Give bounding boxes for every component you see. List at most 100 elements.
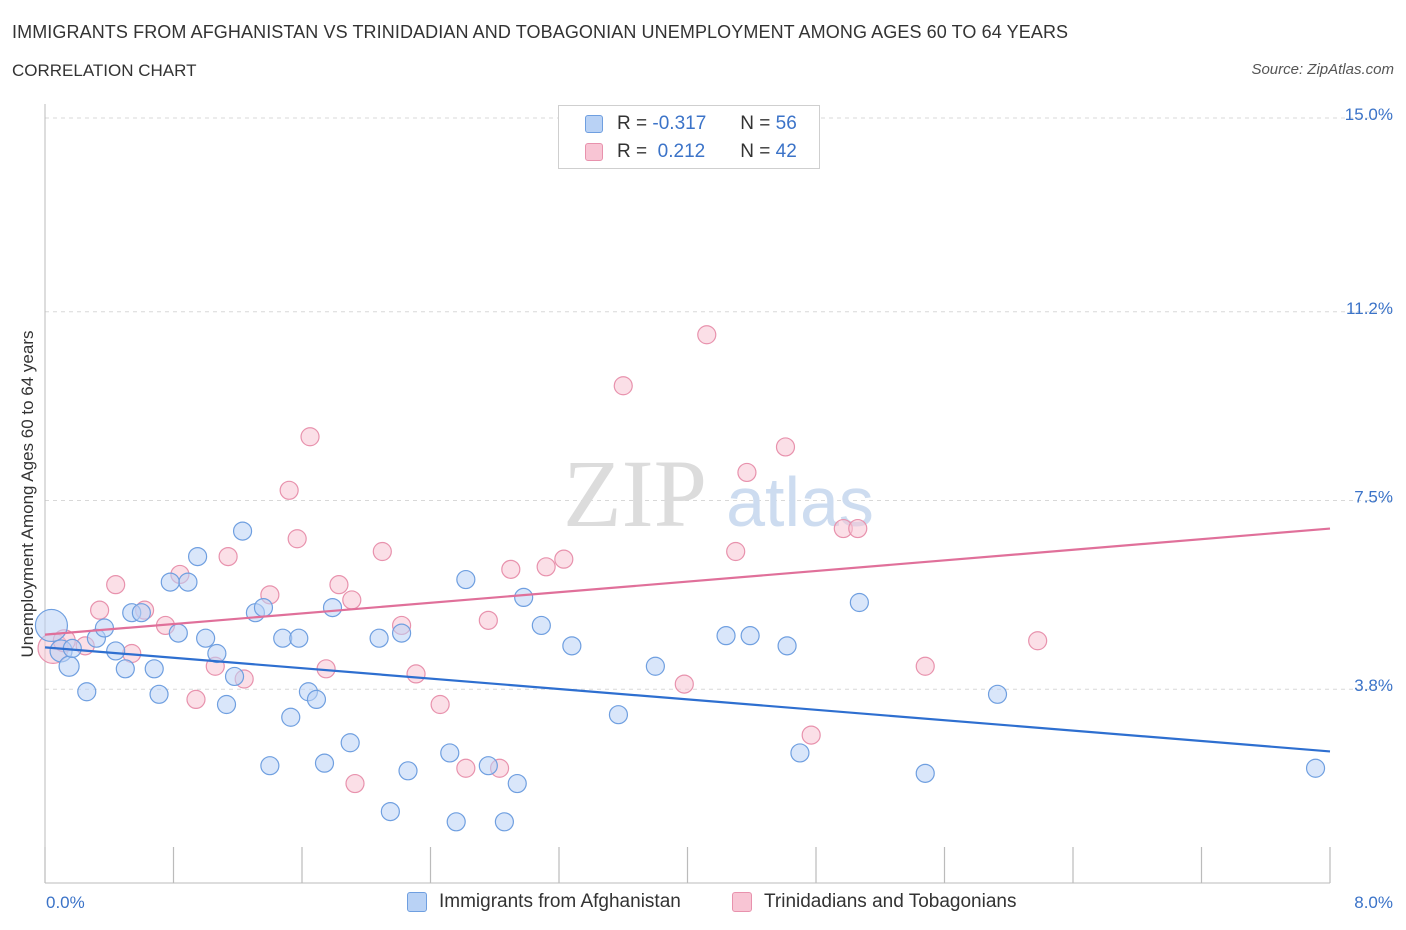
chart-subtitle: CORRELATION CHART (12, 61, 197, 80)
point-afghanistan (446, 812, 466, 832)
point-afghanistan (306, 689, 327, 710)
point-trinidad (342, 590, 362, 610)
point-afghanistan (608, 705, 629, 725)
point-afghanistan (34, 608, 69, 643)
point-trinidad (287, 529, 307, 549)
point-trinidad (613, 376, 633, 396)
point-afghanistan (216, 694, 237, 715)
point-trinidad (848, 518, 868, 539)
point-afghanistan (260, 756, 280, 776)
series-name: Trinidadians and Tobagonians (764, 891, 1017, 912)
trend-line-afghanistan (44, 646, 1331, 753)
point-afghanistan (380, 801, 400, 822)
point-afghanistan (398, 761, 418, 781)
point-trinidad (300, 427, 320, 447)
point-trinidad (801, 725, 821, 745)
point-afghanistan (1305, 758, 1326, 778)
point-afghanistan (160, 572, 180, 592)
y-tick-label: 3.8% (1354, 676, 1393, 695)
point-afghanistan (514, 587, 534, 608)
point-afghanistan (168, 623, 188, 643)
watermark: ZIP atlas (563, 440, 874, 547)
point-trinidad (726, 541, 746, 562)
trend-line-trinidad (44, 527, 1331, 636)
point-trinidad (536, 557, 556, 577)
point-afghanistan (494, 812, 514, 832)
legend-n-label: N = (740, 113, 771, 134)
point-trinidad (406, 664, 426, 684)
source-credit: Source: ZipAtlas.com (1251, 61, 1394, 78)
point-afghanistan (131, 603, 151, 623)
point-trinidad (501, 559, 521, 579)
point-afghanistan (187, 546, 208, 567)
point-afghanistan (77, 682, 97, 702)
legend-swatch-blue (585, 115, 603, 133)
point-afghanistan (716, 626, 736, 646)
point-afghanistan (289, 628, 309, 648)
point-afghanistan (740, 626, 760, 646)
point-trinidad (90, 600, 110, 620)
legend-r-value: 0.212 (652, 141, 706, 162)
point-afghanistan (207, 643, 227, 664)
point-afghanistan (849, 592, 869, 613)
point-trinidad (279, 480, 299, 500)
legend-r-value: -0.317 (652, 113, 707, 134)
data-points (34, 325, 1326, 832)
point-afghanistan (507, 773, 527, 794)
point-afghanistan (273, 628, 293, 648)
point-trinidad (345, 773, 365, 794)
point-afghanistan (115, 659, 135, 679)
legend-swatch-blue (407, 892, 427, 912)
point-afghanistan (340, 733, 360, 753)
axes (44, 104, 1331, 884)
tick-labels: 3.8% 7.5% 11.2% 15.0% 0.0% 8.0% (46, 105, 1393, 912)
point-trinidad (372, 541, 392, 562)
legend-r-label: R = (617, 113, 648, 134)
point-afghanistan (144, 659, 164, 679)
point-afghanistan (232, 521, 253, 541)
y-tick-label: 15.0% (1345, 105, 1393, 124)
point-trinidad (775, 437, 796, 457)
point-trinidad (554, 549, 574, 569)
chart-title: IMMIGRANTS FROM AFGHANISTAN VS TRINIDADI… (12, 22, 1069, 42)
point-afghanistan (224, 666, 245, 687)
point-trinidad (456, 758, 476, 778)
x-tick-label: 8.0% (1354, 893, 1393, 912)
point-trinidad (106, 575, 126, 595)
x-tick-label: 0.0% (46, 893, 85, 912)
point-afghanistan (440, 743, 460, 763)
point-afghanistan (178, 572, 198, 592)
trend-lines (44, 527, 1331, 753)
point-trinidad (697, 325, 717, 345)
legend-r-label: R = (617, 141, 648, 162)
point-afghanistan (478, 756, 498, 776)
point-trinidad (430, 694, 450, 715)
point-afghanistan (915, 763, 935, 783)
point-afghanistan (196, 628, 216, 648)
legend-row-afghanistan: R = -0.317 N = 56 (585, 112, 797, 136)
legend-n-value: 56 (775, 113, 797, 134)
point-afghanistan (369, 628, 389, 648)
point-afghanistan (531, 615, 551, 636)
point-afghanistan (391, 623, 412, 643)
point-trinidad (674, 674, 694, 694)
point-afghanistan (281, 707, 301, 727)
point-trinidad (218, 546, 238, 567)
legend-row-trinidad: R = 0.212 N = 42 (585, 140, 797, 164)
point-afghanistan (645, 656, 665, 676)
y-tick-label: 11.2% (1346, 299, 1393, 318)
point-trinidad (478, 610, 498, 630)
point-afghanistan (149, 684, 169, 704)
series-legend-afghanistan: Immigrants from Afghanistan (407, 889, 681, 915)
grid-lines (45, 117, 1392, 690)
point-trinidad (329, 575, 349, 595)
stats-legend: R = -0.317 N = 56 R = 0.212 N = 42 (558, 105, 820, 169)
point-afghanistan (106, 641, 126, 661)
legend-swatch-pink (585, 143, 603, 161)
point-afghanistan (58, 655, 80, 677)
legend-n-value: 42 (775, 141, 797, 162)
point-afghanistan (777, 636, 797, 656)
watermark-zip: ZIP (563, 440, 707, 547)
point-afghanistan (314, 753, 335, 773)
